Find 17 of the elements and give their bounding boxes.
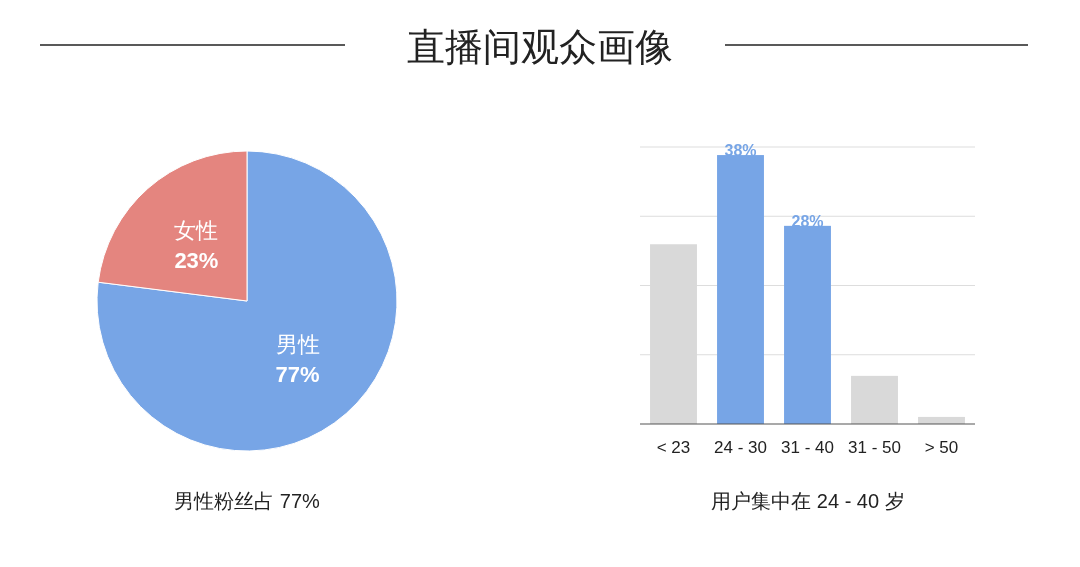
text: 直播间观众画像 [407, 26, 673, 68]
text: 用户集中在 24 - 40 岁 [711, 490, 905, 512]
bar [851, 375, 898, 424]
x-tick-label: 31 - 40 [781, 438, 834, 457]
data-label: 23% [174, 247, 219, 273]
slice-label: 女性 [174, 217, 219, 243]
data-label: 77% [275, 362, 320, 388]
x-tick-label: 24 - 30 [714, 438, 767, 457]
x-tick-label: 31 - 50 [848, 438, 901, 457]
slice-label: 男性 [275, 332, 320, 358]
x-tick-label: > 50 [924, 438, 959, 457]
bar [784, 225, 831, 424]
text: 男性粉丝占 77% [174, 490, 321, 512]
x-tick-label: < 23 [656, 438, 691, 457]
data-label: 38% [724, 142, 757, 160]
bar [717, 155, 764, 424]
pie-slice [96, 150, 398, 452]
